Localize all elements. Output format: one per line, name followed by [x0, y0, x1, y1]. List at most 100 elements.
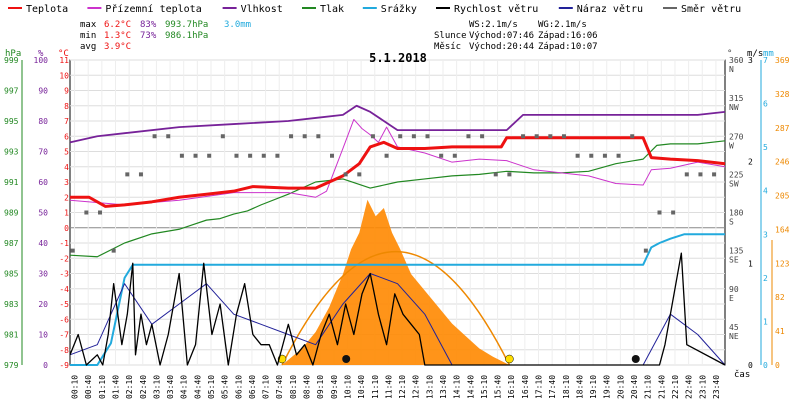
x-tick: 23:10 [698, 375, 707, 399]
stats-pressure: 986.1hPa [165, 31, 208, 41]
temp-tick: 6 [64, 132, 69, 141]
wind-dir-mark [398, 134, 403, 139]
wind-dir-mark [507, 172, 512, 177]
dir-tick-label: E [729, 294, 734, 303]
wind-dir-mark [330, 153, 334, 158]
x-tick: 17:10 [535, 375, 544, 399]
hpa-tick: 981 [4, 331, 19, 340]
temp-tick: 4 [64, 163, 69, 172]
stats-humidity: 73% [140, 31, 157, 41]
stats-temp: 3.9°C [104, 42, 131, 52]
dir-tick: 90 [729, 285, 739, 294]
x-tick: 06:40 [248, 375, 257, 399]
wind-dir-mark [84, 210, 89, 215]
sun-tick: 287 [775, 124, 790, 133]
temp-tick: -7 [59, 331, 69, 340]
axis-label-dir: ° [727, 49, 732, 59]
temp-tick: -6 [59, 315, 69, 324]
wind-dir-mark [179, 153, 184, 158]
sunset-marker [505, 354, 514, 364]
hpa-tick: 993 [4, 148, 19, 157]
sun-arc [281, 251, 511, 366]
sun-tick: 205 [775, 192, 790, 201]
x-tick: 07:10 [262, 375, 271, 399]
temp-tick: -5 [59, 300, 69, 309]
pressure-line [69, 140, 726, 258]
dir-tick: 135 [729, 247, 744, 256]
x-tick: 20:40 [630, 375, 639, 399]
wind-dir-mark [411, 134, 416, 139]
hpa-tick: 991 [4, 178, 19, 187]
wind-dir-mark [712, 172, 717, 177]
sun-tick: 123 [775, 259, 790, 268]
mm-tick: 1 [763, 317, 768, 326]
dir-tick-label: S [729, 218, 734, 227]
wind-dir-mark [370, 134, 375, 139]
x-tick: 16:40 [521, 375, 530, 399]
wind-dir-mark [111, 248, 116, 253]
wind-gust-info: WG:2.1m/s [538, 20, 587, 30]
legend-label: Náraz větru [577, 3, 643, 15]
temperature-line [70, 136, 726, 208]
temp-tick: 2 [64, 193, 69, 202]
wind-dir-mark [261, 153, 266, 158]
x-tick: 14:40 [466, 375, 475, 399]
wind-dir-mark [657, 210, 662, 215]
x-tick: 00:40 [84, 375, 93, 399]
pct-tick: 40 [38, 239, 48, 248]
pct-tick: 80 [38, 117, 48, 126]
wind-dir-mark [671, 210, 676, 215]
x-tick: 11:10 [371, 375, 380, 399]
pct-tick: 50 [38, 209, 48, 218]
dir-tick-label: W [729, 141, 734, 150]
wind-dir-mark [152, 134, 157, 139]
sunrise: Východ:07:46 [469, 31, 534, 41]
pct-tick: 0 [43, 361, 48, 370]
wind-dir-mark [166, 134, 171, 139]
x-axis-label: čas [734, 369, 750, 380]
temp-tick: 5 [64, 148, 69, 157]
x-tick: 04:40 [193, 375, 202, 399]
wind-dir-mark [534, 134, 539, 139]
wind-dir-mark [439, 153, 444, 158]
x-tick: 01:10 [98, 375, 107, 399]
x-tick: 17:40 [548, 375, 557, 399]
temp-tick: 1 [64, 209, 69, 218]
mm-tick: 6 [763, 100, 768, 109]
wind-dir-mark [234, 153, 239, 158]
wind-dir-mark [452, 153, 457, 158]
axis-label-mm: mm [763, 49, 774, 59]
x-tick: 20:10 [616, 375, 625, 399]
wind-dir-mark [207, 153, 212, 158]
x-tick: 05:40 [221, 375, 230, 399]
wind-dir-mark [616, 153, 621, 158]
rain-line [70, 233, 725, 366]
stats-label: avg [80, 42, 96, 52]
axis-label-temp: °C [58, 49, 69, 59]
wind-dir-mark [425, 134, 430, 139]
temp-tick: 10 [59, 71, 69, 80]
hpa-tick: 985 [4, 270, 19, 279]
wind-speed-info: WS:2.1m/s [469, 20, 518, 30]
dir-tick: 225 [729, 170, 744, 179]
dir-tick: 180 [729, 209, 744, 218]
pct-tick: 100 [34, 56, 49, 65]
x-tick: 12:10 [398, 375, 407, 399]
stats-humidity: 83% [140, 20, 157, 30]
sunset: Západ:16:06 [538, 31, 598, 41]
legend-label: Vlhkost [241, 4, 283, 15]
wind-dir-mark [384, 153, 389, 158]
temp-tick: 0 [64, 224, 69, 233]
wind-dir-mark [480, 134, 485, 139]
stats-temp: 6.2°C [104, 20, 131, 30]
mm-tick: 4 [763, 187, 768, 196]
sun-tick: 82 [775, 293, 785, 302]
chart-title: 5.1.2018 [369, 51, 427, 65]
mm-tick: 3 [763, 230, 768, 239]
wind-dir-mark [684, 172, 689, 177]
wind-dir-mark [289, 134, 294, 139]
temp-tick: 11 [59, 56, 69, 65]
x-tick: 08:40 [303, 375, 312, 399]
x-tick: 10:10 [343, 375, 352, 399]
